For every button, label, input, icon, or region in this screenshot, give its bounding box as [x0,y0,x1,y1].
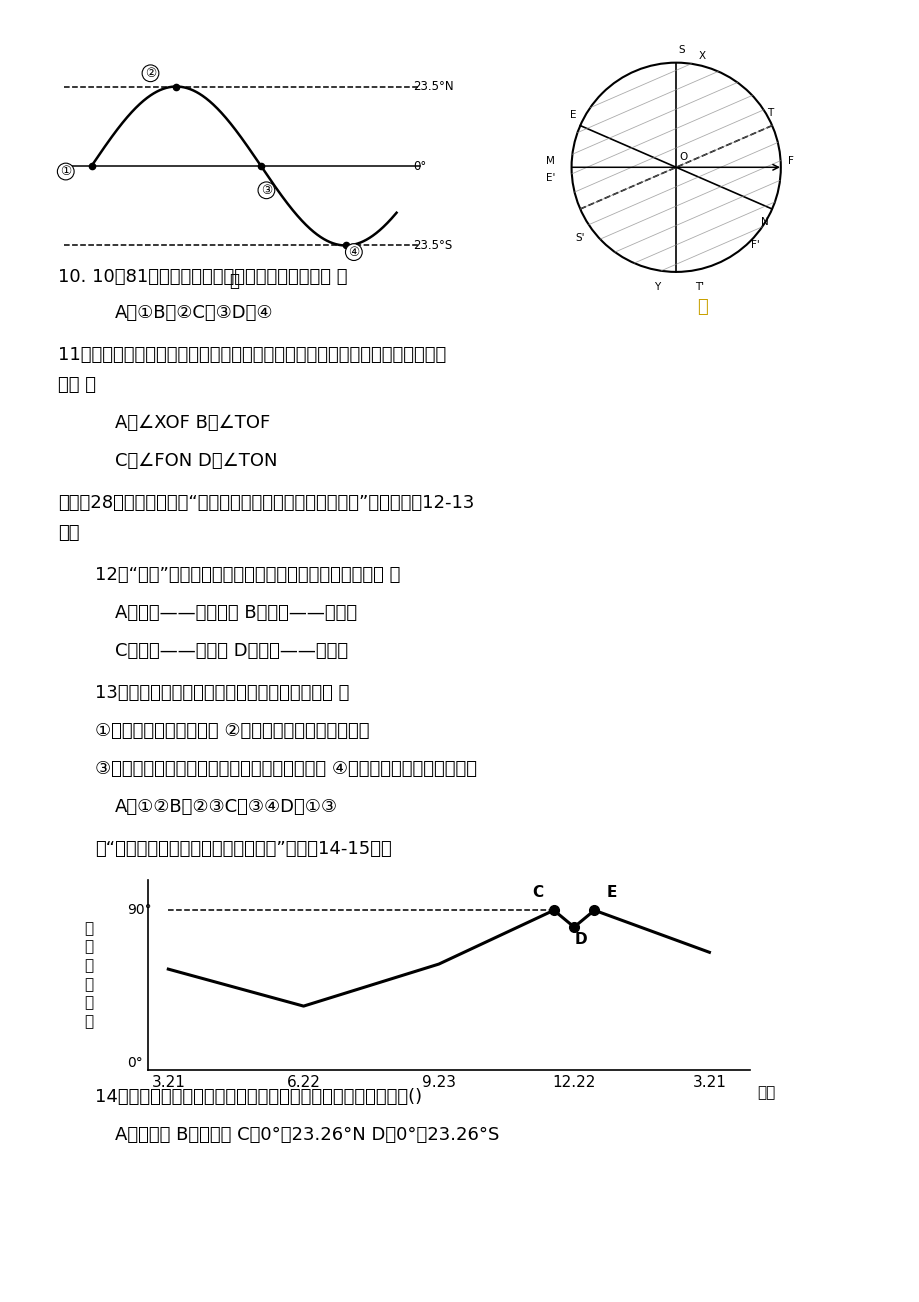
Text: 90°: 90° [128,904,152,918]
Text: 13．此现象明显增多时，地球上相应的变化有（ ）: 13．此现象明显增多时，地球上相应的变化有（ ） [95,684,349,702]
Text: S': S' [574,233,584,243]
Text: ④: ④ [348,246,359,259]
Text: ①: ① [60,165,72,178]
Text: 23.5°S: 23.5°S [413,240,452,253]
Text: 10. 10月81日，太阳直射点位于图甲中的位置是（ ）: 10. 10月81日，太阳直射点位于图甲中的位置是（ ） [58,268,347,286]
Text: X: X [698,51,705,61]
Text: 12．“黑气”所指及其所在的太阳外部结构搭配正确的是（ ）: 12．“黑气”所指及其所在的太阳外部结构搭配正确的是（ ） [95,566,400,585]
Text: 23.5°N: 23.5°N [413,79,454,92]
Text: F: F [788,156,793,167]
Text: ③地面无线电短波通讯受到影响，甚至出现中断 ④南极冰山融化速度明显加快: ③地面无线电短波通讯受到影响，甚至出现中断 ④南极冰山融化速度明显加快 [95,760,476,779]
Text: N: N [760,216,768,227]
Text: T': T' [694,281,703,292]
Text: C．∠FON D．∠TON: C．∠FON D．∠TON [115,452,278,470]
Text: M: M [546,156,554,167]
Text: 时间: 时间 [756,1085,774,1100]
Text: 是（ ）: 是（ ） [58,376,96,395]
Text: A．①②B．②③C．③④D．①③: A．①②B．②③C．③④D．①③ [115,798,337,816]
Text: 11．决定太阳直射点回归范围大小的因素是黄赤交角，图乙中能表示黄赤交角的: 11．决定太阳直射点回归范围大小的因素是黄赤交角，图乙中能表示黄赤交角的 [58,346,446,365]
Text: ②: ② [144,66,156,79]
Text: E: E [570,109,576,120]
Text: T: T [766,108,773,118]
Text: 0°: 0° [413,160,426,172]
Text: D: D [574,932,586,948]
Text: ①地球各地出现极光现象 ②地球磁针不能正确指示方向: ①地球各地出现极光现象 ②地球磁针不能正确指示方向 [95,723,369,740]
Text: 乙: 乙 [697,298,707,316]
Text: 读“某地正午太阳高度角年变化折线图”，完戕14-15题。: 读“某地正午太阳高度角年变化折线图”，完戕14-15题。 [95,840,391,858]
Text: S: S [677,46,684,55]
Y-axis label: 正
午
太
阳
高
度: 正 午 太 阳 高 度 [84,921,93,1029]
Text: 14．根据该地正午太阳高度角年变化规律，判断该地点可能位于(): 14．根据该地正午太阳高度角年变化规律，判断该地点可能位于() [95,1088,422,1105]
Text: 题。: 题。 [58,523,79,542]
Text: ③: ③ [260,184,272,197]
Text: A．①B．②C．③D．④: A．①B．②C．③D．④ [115,303,273,322]
Text: F': F' [751,240,759,250]
Text: C: C [531,885,542,900]
Text: 甲: 甲 [229,272,239,289]
Text: Y: Y [653,281,660,292]
Text: E': E' [545,173,555,182]
Text: O: O [678,152,686,161]
Text: A．黑洞——太阳内部 B．耀班——色球层: A．黑洞——太阳内部 B．耀班——色球层 [115,604,357,622]
Text: A．北温带 B．南温带 C．0°～23.26°N D．0°～23.26°S: A．北温带 B．南温带 C．0°～23.26°N D．0°～23.26°S [115,1126,499,1144]
Text: A．∠XOF B．∠TOF: A．∠XOF B．∠TOF [115,414,270,432]
Text: E: E [607,885,617,900]
Text: C．黑子——光球层 D．日珥——日凕层: C．黑子——光球层 D．日珥——日凕层 [115,642,347,660]
Text: 公元前28年，史籍曾记载“日出黄，有黑气大如錢，居日中央”。据此回筄12-13: 公元前28年，史籍曾记载“日出黄，有黑气大如錢，居日中央”。据此回筄12-13 [58,493,474,512]
